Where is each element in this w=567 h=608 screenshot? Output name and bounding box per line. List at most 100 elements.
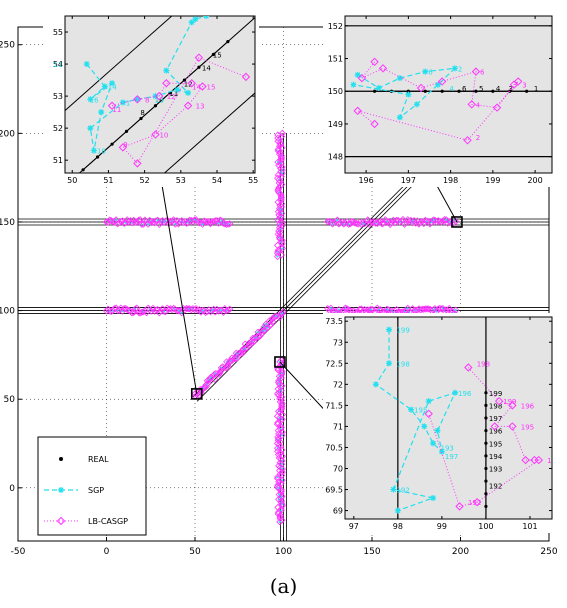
sgp-marker: [83, 61, 90, 68]
track-lb-marker: [335, 306, 343, 314]
lb-marker: [437, 77, 447, 86]
track-lb-marker: [213, 217, 221, 225]
sgp-marker: [372, 381, 379, 388]
track-lb-marker: [389, 216, 397, 224]
track-lb-marker: [206, 220, 215, 228]
real-label: 6: [462, 85, 467, 93]
real-label: 10: [155, 96, 164, 104]
track-lb-marker: [275, 184, 283, 192]
track-sgp-marker: [115, 218, 118, 221]
inset-x-tick-label: 196: [358, 176, 373, 185]
main-x-tick-label: 100: [275, 547, 292, 557]
track-lb-marker: [222, 364, 230, 372]
track-lb-marker: [378, 220, 386, 228]
inset-road-line: [163, 92, 255, 173]
lb-marker: [133, 159, 142, 168]
figure-caption: (a): [269, 574, 298, 598]
track-lb-marker: [122, 219, 130, 227]
main-x-tick-label: 0: [104, 547, 110, 557]
track-lb-marker: [275, 161, 283, 169]
track-lb-marker: [278, 132, 286, 141]
sgp-marker: [90, 147, 97, 154]
sgp-marker: [174, 86, 181, 93]
real-point: [153, 104, 158, 108]
track-lb-marker: [341, 304, 349, 312]
track-lb-marker: [186, 305, 194, 313]
track-lb-marker: [110, 218, 119, 226]
track-lb-marker: [274, 444, 282, 452]
track-lb-marker: [106, 216, 114, 224]
track-lb-marker: [442, 216, 450, 224]
real-point: [525, 89, 529, 93]
inset-y-tick-label: 71.5: [325, 401, 343, 410]
inset-x-tick-label: 99: [437, 522, 447, 531]
track-lb-marker: [274, 252, 282, 261]
lb-marker: [494, 396, 504, 406]
real-point: [95, 155, 100, 159]
track-lb-marker: [421, 305, 429, 313]
track-lb-marker: [429, 216, 437, 224]
real-label: 194: [489, 453, 503, 461]
sgp-label: 16: [90, 96, 99, 104]
sgp-label: 18: [97, 148, 106, 156]
track-lb-marker: [191, 390, 199, 398]
lb-label: 4: [476, 101, 481, 109]
track-lb-marker: [110, 304, 119, 313]
real-point: [372, 89, 377, 93]
zoom-region-marker: [274, 356, 286, 368]
lb-label: 3: [522, 82, 526, 90]
lb-marker: [508, 422, 517, 431]
track-sgp-marker: [336, 218, 339, 222]
lb-marker: [467, 100, 476, 109]
inset-frame: [344, 316, 553, 520]
sgp-label: 192: [396, 487, 409, 495]
track-lb-marker: [392, 216, 401, 224]
sgp-label: 4: [449, 85, 454, 93]
track-lb-marker: [275, 204, 284, 213]
lb-marker: [490, 422, 499, 431]
real-point: [406, 89, 410, 93]
inset-y-tick-label: 55: [53, 28, 63, 37]
main-y-tick-label: 250: [0, 41, 15, 51]
track-lb-marker: [279, 308, 287, 316]
lb-marker: [118, 143, 128, 152]
track-lb-marker: [335, 220, 343, 228]
real-point: [440, 89, 444, 93]
real-label: 199: [489, 390, 502, 398]
track-lb-marker: [424, 305, 433, 313]
track-lb-marker: [226, 220, 234, 228]
inset-y-tick-label: 69.5: [325, 486, 343, 495]
sgp-marker: [185, 89, 192, 96]
real-point: [139, 116, 143, 121]
real-point: [423, 89, 427, 93]
real-point: [197, 65, 201, 69]
track-lb-marker: [400, 220, 409, 228]
track-sgp-marker: [281, 247, 284, 250]
sgp-marker: [163, 67, 170, 74]
track-lb-marker: [278, 169, 286, 177]
inset-y-tick-label: 69: [333, 507, 343, 516]
zoom-region-marker: [190, 388, 203, 400]
real-point: [474, 89, 478, 93]
inset-content: 1991981971961951941931921991981951931971…: [372, 317, 552, 519]
track-lb-marker: [224, 306, 232, 314]
sgp-label: 193: [440, 444, 453, 452]
lb-marker: [492, 103, 502, 112]
lb-label: 196: [521, 402, 535, 410]
inset-y-tick-label: 71: [333, 422, 343, 431]
inset-x-tick-label: 100: [478, 522, 493, 531]
track-lb-marker: [274, 447, 282, 455]
zoom-region-marker: [451, 216, 463, 228]
track-lb-marker: [278, 403, 286, 411]
inset-x-tick-label: 199: [485, 176, 500, 185]
sgp-marker: [434, 427, 441, 434]
lb-marker: [154, 91, 164, 101]
lb-marker: [513, 77, 523, 86]
lb-marker: [534, 455, 543, 465]
lb-label: 15: [207, 83, 216, 91]
legend-real-symbol: [59, 457, 63, 461]
track-lb-marker: [277, 152, 286, 160]
track-sgp-marker: [445, 218, 448, 221]
